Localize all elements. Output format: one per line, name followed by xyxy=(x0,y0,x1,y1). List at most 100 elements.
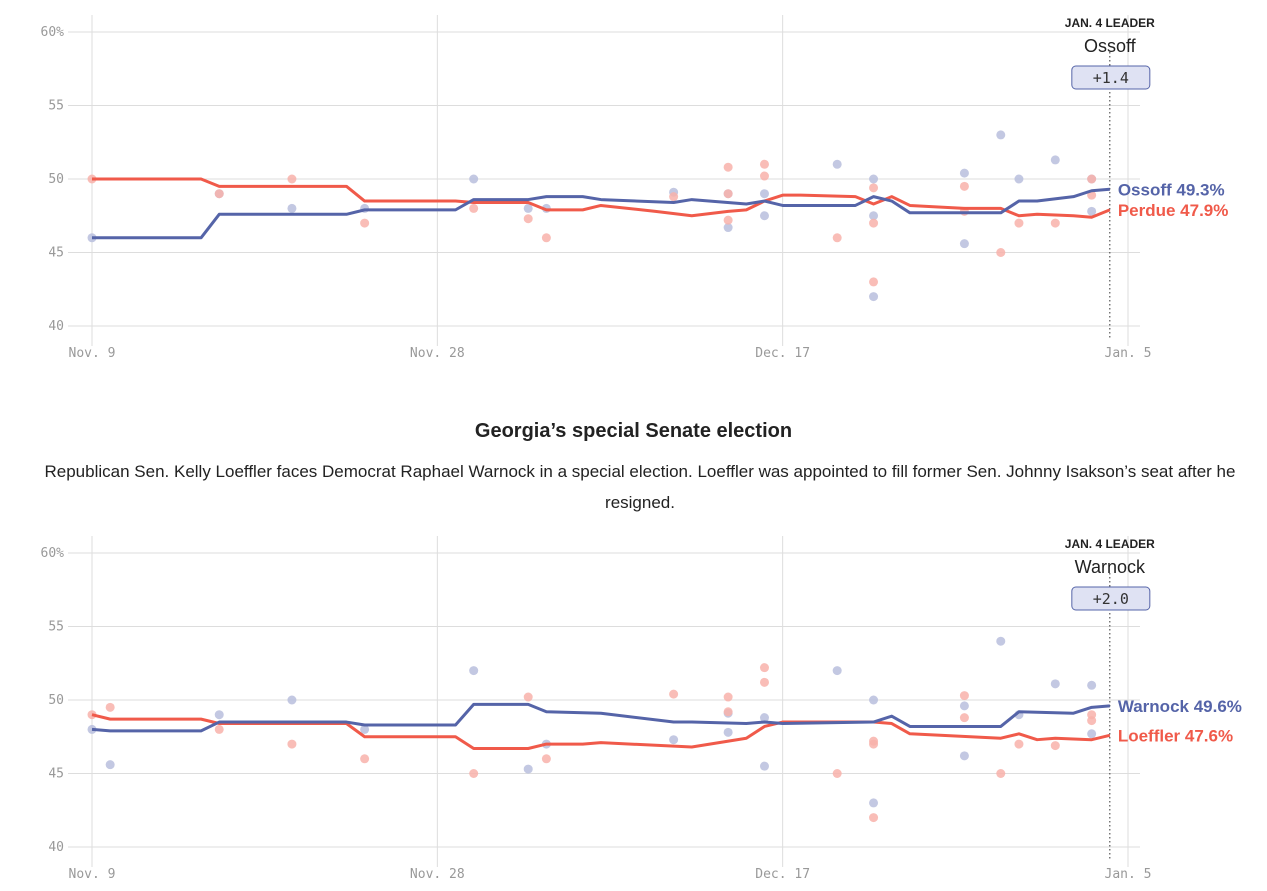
poll-dot xyxy=(287,174,297,184)
x-tick-label: Nov. 9 xyxy=(69,867,116,882)
poll-dot xyxy=(287,739,297,749)
leader-name: Warnock xyxy=(1075,557,1146,577)
poll-dot xyxy=(832,666,842,676)
chart-title: Georgia’s special Senate election xyxy=(474,420,793,442)
x-tick-label: Nov. 28 xyxy=(410,867,465,882)
leader-name: Ossoff xyxy=(1084,36,1137,56)
poll-dot xyxy=(996,636,1006,646)
average-line xyxy=(92,187,1110,240)
poll-dot xyxy=(1050,218,1060,228)
poll-dot xyxy=(1050,741,1060,751)
y-tick-label: 60% xyxy=(41,25,65,40)
end-label: Loeffler 47.6% xyxy=(1118,726,1233,745)
poll-dot xyxy=(469,769,479,778)
y-tick-label: 45 xyxy=(48,767,64,782)
x-tick-label: Dec. 17 xyxy=(755,867,810,882)
poll-dot xyxy=(669,735,679,745)
poll-dot xyxy=(996,130,1006,140)
poll-dot xyxy=(869,813,879,823)
poll-dot xyxy=(723,223,733,233)
leader-margin: +1.4 xyxy=(1093,69,1129,87)
poll-dot xyxy=(869,218,879,228)
poll-dot xyxy=(959,691,969,701)
poll-dot xyxy=(1050,679,1060,689)
poll-dot xyxy=(759,171,769,181)
poll-dot xyxy=(1087,729,1097,739)
poll-dot xyxy=(869,174,879,184)
average-line xyxy=(91,702,1110,733)
poll-dot xyxy=(669,689,679,699)
poll-dot xyxy=(1014,174,1024,184)
poll-dot xyxy=(1087,680,1097,690)
poll-dot xyxy=(869,695,879,705)
y-tick-label: 55 xyxy=(48,620,64,635)
poll-dot xyxy=(723,692,733,702)
end-label: Warnock 49.6% xyxy=(1118,697,1242,716)
poll-dot xyxy=(869,211,879,221)
poll-dot xyxy=(523,203,533,213)
poll-dot xyxy=(959,181,969,191)
leader-margin: +2.0 xyxy=(1093,590,1129,608)
poll-dot xyxy=(360,724,370,734)
poll-dot xyxy=(869,739,879,749)
poll-dot xyxy=(523,214,533,224)
poll-dot xyxy=(1014,739,1024,749)
poll-dot xyxy=(287,695,297,705)
poll-dot xyxy=(1087,716,1097,726)
poll-dot xyxy=(1050,155,1060,165)
poll-dot xyxy=(541,754,551,764)
leader-heading: JAN. 4 LEADER xyxy=(1065,537,1155,551)
leader-heading: JAN. 4 LEADER xyxy=(1065,16,1155,30)
poll-dot xyxy=(759,159,769,169)
chart-subtitle: Republican Sen. Kelly Loeffler faces Dem… xyxy=(44,462,1236,512)
y-tick-label: 45 xyxy=(48,246,64,261)
poll-dot xyxy=(723,189,733,199)
y-tick-label: 50 xyxy=(48,693,64,708)
poll-dot xyxy=(759,189,769,199)
y-tick-label: 55 xyxy=(48,99,64,114)
poll-dot xyxy=(869,798,879,808)
poll-dot xyxy=(723,707,733,717)
x-tick-label: Nov. 9 xyxy=(69,346,116,361)
average-line xyxy=(92,177,1111,219)
poll-dot xyxy=(360,754,370,764)
x-tick-label: Jan. 5 xyxy=(1105,867,1152,882)
poll-dot xyxy=(541,233,551,243)
poll-dot xyxy=(959,168,969,178)
poll-dot xyxy=(832,769,842,778)
poll-dot xyxy=(287,203,297,213)
poll-dot xyxy=(1087,206,1097,216)
poll-dot xyxy=(214,724,224,734)
poll-dot xyxy=(832,159,842,169)
poll-dot xyxy=(759,663,769,673)
poll-dot xyxy=(959,701,969,711)
poll-dot xyxy=(959,713,969,723)
poll-dot xyxy=(1014,218,1024,228)
poll-dot xyxy=(469,203,479,213)
end-label: Ossoff 49.3% xyxy=(1118,180,1225,199)
y-tick-label: 60% xyxy=(41,546,65,561)
y-tick-label: 50 xyxy=(48,172,64,187)
poll-dot xyxy=(523,692,533,702)
poll-dot xyxy=(469,666,479,676)
poll-dot xyxy=(959,239,969,249)
x-tick-label: Dec. 17 xyxy=(755,346,810,361)
poll-dot xyxy=(360,218,370,228)
poll-dot xyxy=(759,761,769,771)
poll-dot xyxy=(959,751,969,761)
y-tick-label: 40 xyxy=(48,319,64,334)
poll-dot xyxy=(1087,174,1097,184)
x-tick-label: Nov. 28 xyxy=(410,346,465,361)
leader-box xyxy=(1071,586,1151,611)
leader-box xyxy=(1071,65,1151,90)
poll-dot xyxy=(105,702,115,712)
poll-dot xyxy=(723,727,733,737)
poll-dot xyxy=(996,248,1006,257)
poll-dot xyxy=(523,764,533,774)
poll-dot xyxy=(869,183,879,193)
x-tick-label: Jan. 5 xyxy=(1105,346,1152,361)
y-tick-label: 40 xyxy=(48,840,64,855)
poll-dot xyxy=(214,189,224,199)
